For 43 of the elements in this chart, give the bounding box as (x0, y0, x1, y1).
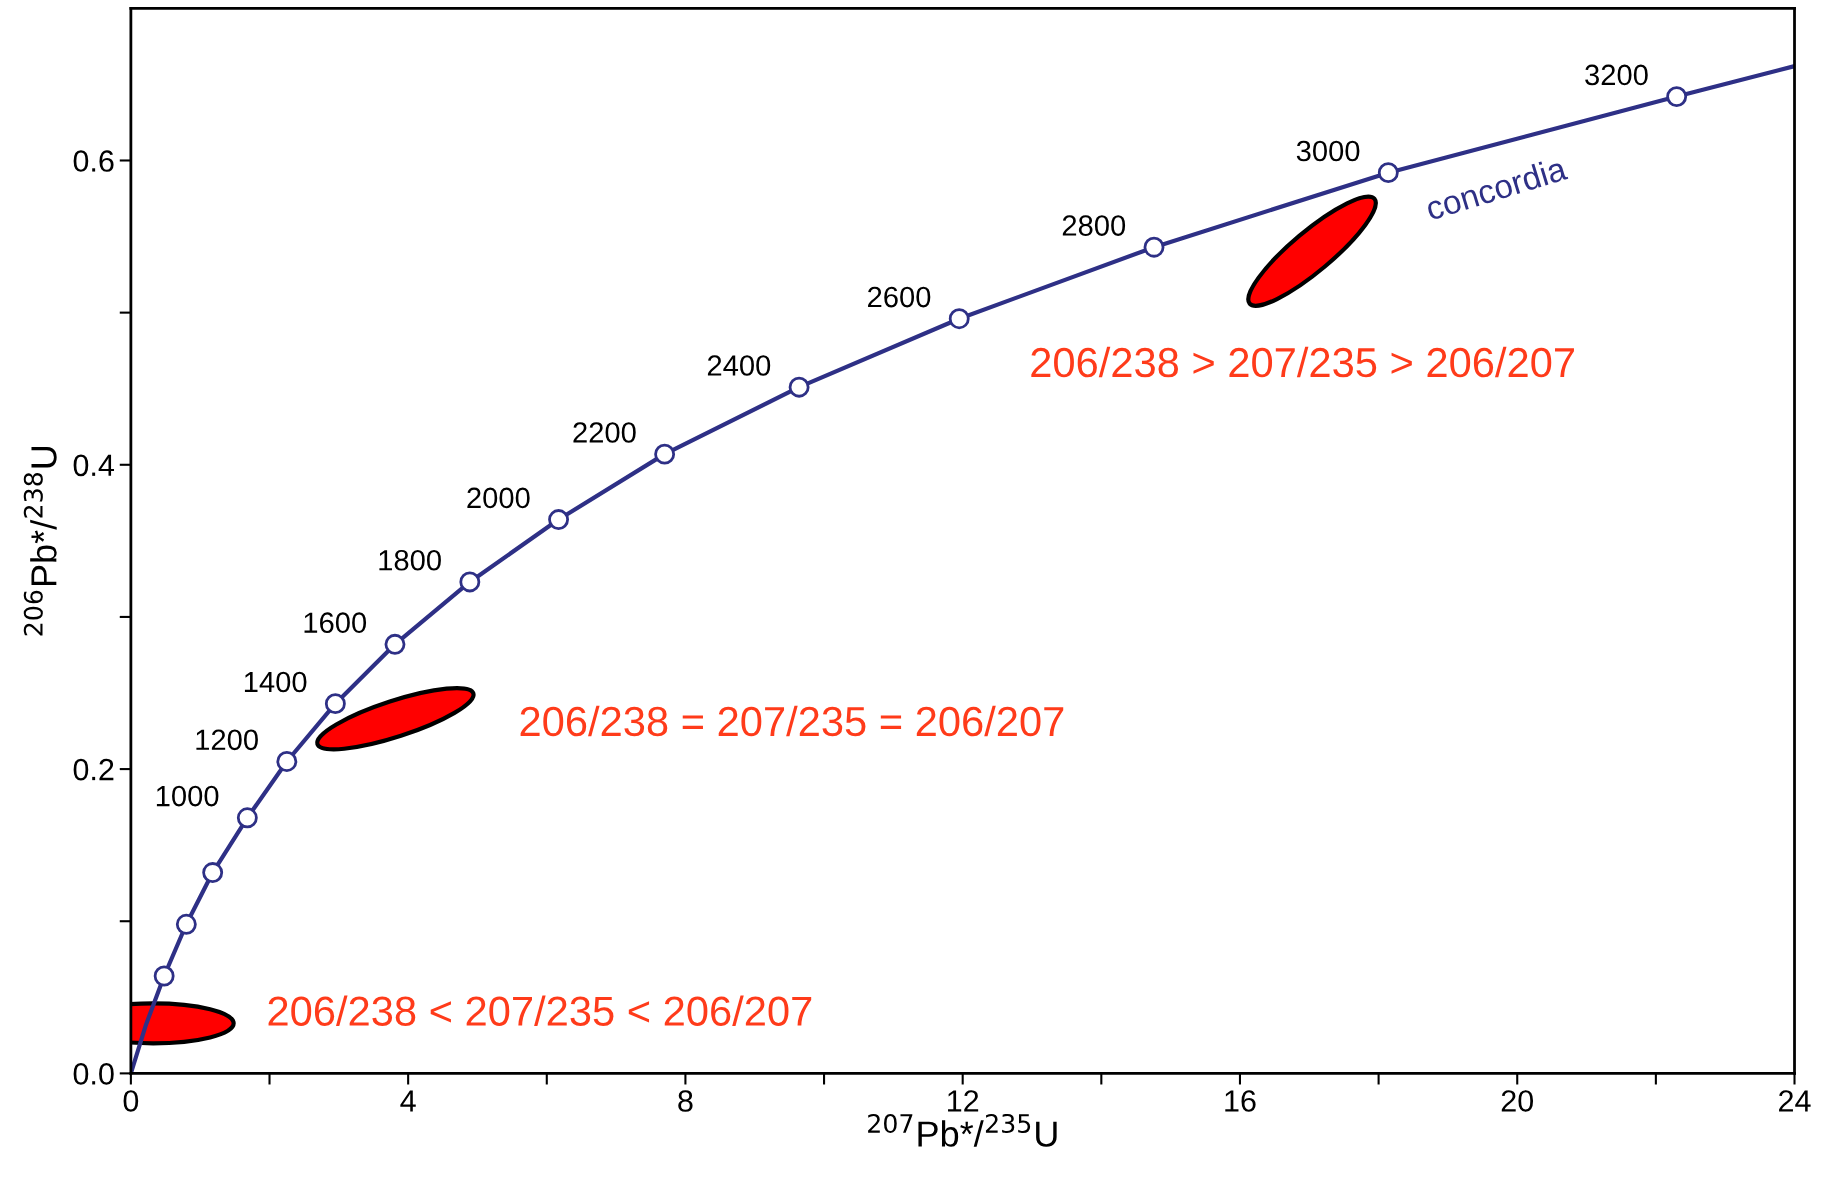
x-tick-label: 20 (1501, 1090, 1534, 1112)
annotation: 1400 (244, 671, 307, 693)
x-tick-label: 0 (123, 1090, 139, 1112)
point (1377, 162, 1399, 184)
y-tick-label: 0.2 (73, 758, 114, 781)
annotation: 2000 (467, 487, 530, 509)
x-tick-label: 24 (1779, 1090, 1811, 1112)
x-tick-label: 8 (678, 1090, 693, 1112)
point (788, 376, 810, 398)
annotation: 206/238 = 207/235 = 206/207 (520, 705, 1064, 737)
point (654, 443, 676, 465)
x-tick-label: 4 (400, 1090, 416, 1112)
annotation: 1600 (304, 612, 367, 633)
point (236, 807, 258, 829)
point (459, 571, 481, 593)
x-tick-label: 16 (1225, 1090, 1256, 1112)
annotation: 1000 (156, 785, 219, 807)
annotation: 1200 (196, 729, 258, 751)
y-tick-label: 0.0 (73, 1063, 114, 1085)
point (384, 633, 406, 655)
point (1666, 86, 1688, 108)
point (324, 693, 346, 715)
annotation: 206/238 < 207/235 < 206/207 (268, 995, 812, 1026)
y-axis-title: $^{206}$Pb*/$^{238}$U (23, 446, 57, 636)
point (202, 862, 224, 883)
y-tick-label: 0.6 (73, 150, 114, 172)
annotation: 3200 (1585, 64, 1648, 86)
annotation: 206/238 > 207/235 > 206/207 (1031, 346, 1574, 378)
x-tick-label: 12 (948, 1090, 979, 1112)
point (175, 913, 197, 935)
point (153, 965, 175, 987)
annotation: 2400 (707, 355, 771, 376)
annotation: 2600 (868, 286, 931, 308)
point (1143, 236, 1165, 258)
y-tick-label: 0.4 (73, 454, 115, 477)
x-axis-title: $^{207}$Pb*/$^{235}$U (868, 1113, 1057, 1147)
point (948, 308, 970, 330)
annotation: 1800 (379, 549, 441, 571)
point (548, 509, 570, 530)
annotation: 2200 (573, 422, 636, 443)
point (276, 751, 298, 772)
annotation: 3000 (1296, 140, 1360, 162)
annotation: 2800 (1062, 215, 1126, 236)
